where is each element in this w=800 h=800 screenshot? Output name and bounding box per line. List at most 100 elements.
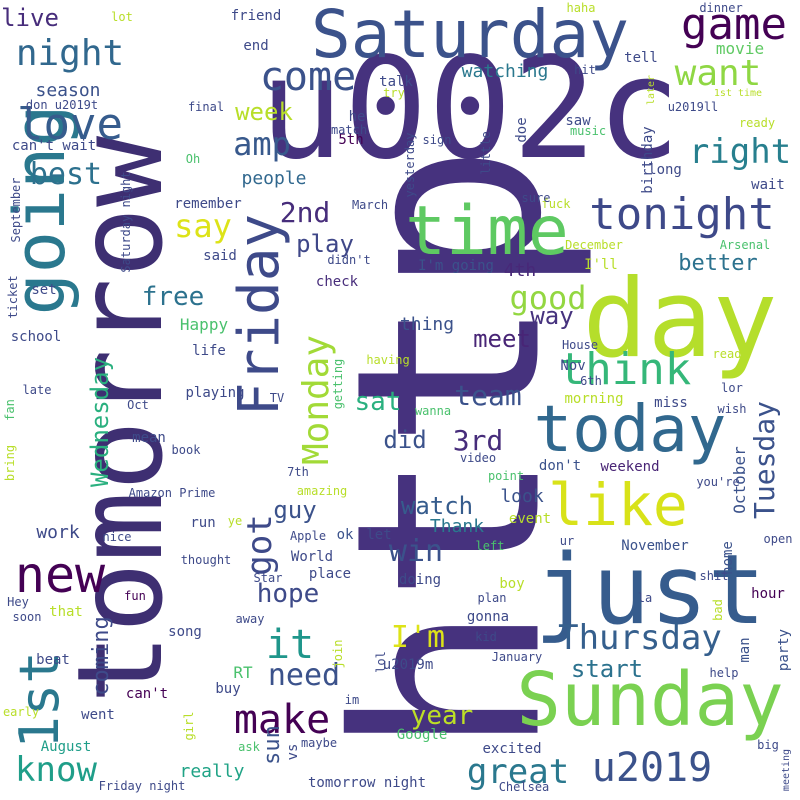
word-big: big bbox=[757, 738, 779, 752]
word-season: season bbox=[35, 80, 101, 101]
word-people: people bbox=[241, 168, 307, 189]
word-im: im bbox=[344, 693, 360, 707]
word-party: party bbox=[776, 628, 792, 672]
word-week: week bbox=[235, 98, 293, 126]
word-friend: friend bbox=[230, 8, 282, 24]
word-birthday: birthday bbox=[640, 126, 656, 194]
word-november: November bbox=[621, 538, 689, 554]
word-monday: Monday bbox=[296, 334, 337, 466]
word-2nd: 2nd bbox=[279, 196, 331, 229]
word-buy: buy bbox=[215, 681, 241, 697]
word-hey: Hey bbox=[7, 595, 29, 609]
word-lot: lot bbox=[111, 10, 133, 24]
word-day: day bbox=[582, 257, 778, 382]
word-1st-time: 1st time bbox=[713, 88, 763, 99]
word-work: work bbox=[36, 522, 80, 543]
word-sat: sat bbox=[354, 387, 402, 417]
word-want: want bbox=[674, 53, 762, 94]
word-can-t: can't bbox=[125, 686, 169, 702]
word-set: set bbox=[31, 282, 57, 298]
word-you-re: you're bbox=[696, 475, 740, 489]
word-check: check bbox=[315, 274, 359, 290]
word-good: good bbox=[509, 279, 587, 317]
word-really: really bbox=[179, 761, 245, 782]
word-said: said bbox=[203, 248, 237, 264]
word-need: need bbox=[267, 658, 341, 693]
word-december: December bbox=[565, 238, 623, 252]
word-ye: ye bbox=[227, 514, 243, 528]
word-i-m-going: I'm going bbox=[418, 258, 494, 274]
word-tv: TV bbox=[269, 391, 285, 405]
word-school: school bbox=[10, 329, 62, 345]
word-saturday-night: Saturday night bbox=[119, 171, 133, 273]
word-thank: Thank bbox=[429, 516, 485, 537]
word-bad: bad bbox=[711, 599, 725, 621]
word-play: play bbox=[296, 230, 354, 258]
word-weekend: weekend bbox=[600, 459, 660, 475]
word-sunday: Sunday bbox=[516, 657, 784, 743]
word-think: think bbox=[558, 344, 692, 395]
word-place: place bbox=[308, 566, 352, 582]
word-u2019m: u2019m bbox=[382, 657, 434, 673]
word-saturday: Saturday bbox=[311, 0, 629, 73]
word-didn-t: didn't bbox=[327, 253, 371, 267]
word-watching: watching bbox=[461, 61, 549, 82]
word-fun: fun bbox=[124, 589, 146, 603]
word-saw: saw bbox=[565, 113, 591, 129]
word-fuck: fuck bbox=[541, 197, 571, 211]
word-time: time bbox=[405, 192, 569, 271]
word-great: great bbox=[466, 752, 570, 792]
word-girl: girl bbox=[182, 711, 196, 741]
word-lor: lor bbox=[721, 381, 743, 395]
word-3rd: 3rd bbox=[452, 424, 504, 457]
word-man: man bbox=[737, 637, 753, 663]
word-arsenal: Arsenal bbox=[719, 238, 771, 252]
word-hour: hour bbox=[751, 586, 785, 602]
word-later: later bbox=[646, 74, 657, 106]
word-movie: movie bbox=[715, 39, 765, 58]
word-7th: 7th bbox=[287, 465, 309, 479]
word-getting: getting bbox=[331, 358, 345, 410]
word-he: he bbox=[348, 109, 366, 125]
word-tuesday: Tuesday bbox=[748, 400, 781, 520]
word-like: like bbox=[548, 471, 688, 539]
word-google: Google bbox=[396, 727, 448, 743]
word-thought: thought bbox=[180, 553, 232, 567]
word-playing: playing bbox=[185, 385, 245, 401]
word-gonna: gonna bbox=[466, 609, 510, 625]
word-sure: sure bbox=[521, 191, 551, 205]
word-life: life bbox=[192, 343, 226, 359]
word-wanna: wanna bbox=[414, 404, 452, 418]
word-boy: boy bbox=[499, 576, 525, 592]
word-coming: coming bbox=[89, 616, 114, 696]
word-music: music bbox=[569, 124, 607, 138]
word-haha: haha bbox=[566, 1, 596, 15]
word-sun: sun bbox=[260, 725, 285, 765]
word-make: make bbox=[233, 697, 331, 743]
word-mean: mean bbox=[132, 430, 166, 446]
word-5th: 5th bbox=[338, 132, 364, 148]
word-ok: ok bbox=[336, 527, 354, 543]
word-don-t: don't bbox=[538, 458, 582, 474]
word-point: point bbox=[487, 469, 525, 483]
word-yesterday: yesterday bbox=[403, 132, 417, 198]
word-6th: 6th bbox=[580, 374, 602, 388]
word-love: love bbox=[17, 99, 123, 150]
word-wish: wish bbox=[717, 402, 747, 416]
word-bring: bring bbox=[3, 444, 17, 482]
word-world: World bbox=[290, 549, 334, 565]
word-did: did bbox=[383, 426, 427, 454]
word-nice: nice bbox=[102, 530, 132, 544]
word-wait: wait bbox=[751, 177, 785, 193]
word-happy: Happy bbox=[179, 315, 229, 334]
word-talk: talk bbox=[379, 74, 413, 90]
word-remember: remember bbox=[174, 196, 242, 212]
word-thing: thing bbox=[399, 314, 455, 335]
word-u2019ll: u2019ll bbox=[667, 100, 719, 114]
word-fan: fan bbox=[3, 399, 17, 421]
word-doe: doe bbox=[514, 117, 530, 143]
word-ask: ask bbox=[238, 740, 260, 754]
word-sign: sign bbox=[422, 133, 452, 147]
word-join: join bbox=[331, 639, 345, 669]
